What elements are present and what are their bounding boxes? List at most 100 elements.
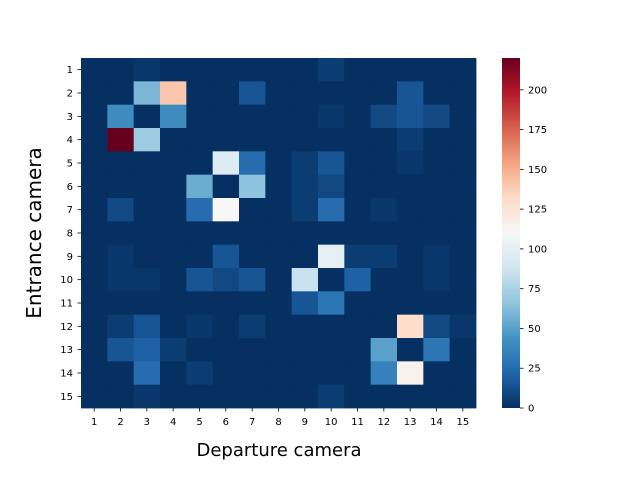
heatmap-cell — [291, 151, 319, 176]
heatmap-cell — [212, 338, 240, 362]
heatmap-cell — [291, 221, 319, 246]
heatmap-cell — [265, 58, 293, 82]
colorbar-tick-label: 50 — [528, 324, 541, 335]
heatmap-cell — [239, 81, 266, 106]
heatmap-cell — [160, 338, 187, 362]
heatmap-cell — [449, 384, 477, 409]
heatmap-cell — [81, 314, 108, 339]
heatmap-cell — [449, 268, 477, 292]
heatmap-cell — [265, 198, 293, 222]
y-tick-label: 2 — [67, 89, 73, 100]
heatmap-cell — [370, 58, 398, 82]
heatmap-cell — [370, 384, 398, 409]
heatmap-cell — [160, 81, 187, 106]
heatmap-cell — [370, 221, 398, 246]
heatmap-cell — [186, 198, 214, 222]
heatmap-cell — [265, 174, 293, 199]
heatmap-cell — [239, 128, 266, 152]
heatmap-cell — [186, 291, 214, 316]
heatmap-cell — [449, 104, 477, 129]
heatmap-cell — [133, 361, 161, 386]
heatmap-cell — [186, 338, 214, 362]
heatmap-cell — [370, 268, 398, 292]
y-tick-label: 11 — [60, 299, 73, 310]
heatmap-cell — [344, 58, 372, 82]
heatmap-cell — [133, 104, 161, 129]
heatmap-cell — [107, 361, 135, 386]
heatmap-cell — [81, 221, 108, 246]
heatmap-cell — [291, 244, 319, 269]
heatmap-cell — [160, 291, 187, 316]
heatmap-cell — [344, 151, 372, 176]
heatmap-cell — [291, 198, 319, 222]
heatmap-cell — [133, 58, 161, 82]
x-tick-label: 9 — [302, 417, 308, 428]
heatmap-cell — [318, 361, 345, 386]
x-tick-label: 14 — [430, 417, 443, 428]
x-tick-label: 10 — [325, 417, 338, 428]
x-tick-label: 4 — [170, 417, 176, 428]
heatmap-cell — [133, 151, 161, 176]
heatmap-cell — [107, 244, 135, 269]
heatmap-cell — [370, 81, 398, 106]
heatmap-cell — [212, 268, 240, 292]
colorbar-ticks: 0 25 50 75 100 125 150 175 200 — [520, 85, 547, 415]
y-tick-label: 4 — [67, 135, 73, 146]
heatmap-cell — [107, 81, 135, 106]
y-tick-label: 10 — [60, 275, 73, 286]
heatmap-cell — [133, 81, 161, 106]
heatmap-cell — [291, 291, 319, 316]
heatmap-cell — [133, 128, 161, 152]
heatmap-cell — [107, 151, 135, 176]
y-tick-label: 12 — [60, 322, 73, 333]
heatmap-cell — [423, 268, 451, 292]
y-tick-label: 9 — [67, 252, 73, 263]
heatmap-cell — [344, 81, 372, 106]
y-tick-label: 8 — [67, 229, 73, 240]
heatmap-cell — [370, 104, 398, 129]
heatmap-cell — [291, 104, 319, 129]
heatmap-cell — [423, 291, 451, 316]
x-tick-label: 11 — [351, 417, 364, 428]
heatmap-cell — [133, 291, 161, 316]
heatmap-cell — [397, 314, 424, 339]
heatmap-cell — [291, 268, 319, 292]
y-axis-label: Entrance camera — [22, 147, 46, 318]
heatmap-cell — [107, 221, 135, 246]
heatmap-cell — [160, 314, 187, 339]
heatmap-cell — [318, 58, 345, 82]
heatmap-cell — [186, 361, 214, 386]
heatmap-cell — [107, 384, 135, 409]
heatmap-cell — [160, 244, 187, 269]
heatmap-cell — [397, 81, 424, 106]
heatmap-cell — [291, 338, 319, 362]
heatmap-cell — [186, 104, 214, 129]
heatmap-cell — [107, 174, 135, 199]
x-tick-label: 7 — [249, 417, 255, 428]
heatmap-cell — [397, 174, 424, 199]
heatmap-cell — [160, 104, 187, 129]
heatmap-cell — [133, 314, 161, 339]
heatmap-cell — [344, 128, 372, 152]
heatmap-cell — [397, 244, 424, 269]
heatmap-cell — [239, 244, 266, 269]
heatmap-cell — [81, 198, 108, 222]
heatmap-cell — [318, 244, 345, 269]
x-tick-label: 15 — [456, 417, 469, 428]
heatmap-cell — [107, 291, 135, 316]
heatmap-cell — [397, 268, 424, 292]
heatmap-cell — [397, 221, 424, 246]
heatmap-cell — [186, 128, 214, 152]
heatmap-cell — [397, 198, 424, 222]
heatmap-cell — [291, 58, 319, 82]
heatmap-cell — [370, 198, 398, 222]
heatmap-cell — [81, 244, 108, 269]
heatmap-cell — [160, 384, 187, 409]
y-tick-label: 14 — [60, 369, 73, 380]
heatmap-cell — [81, 268, 108, 292]
heatmap-cell — [239, 361, 266, 386]
heatmap-cell — [423, 81, 451, 106]
heatmap-cell — [212, 81, 240, 106]
heatmap-cell — [186, 81, 214, 106]
x-tick-label: 8 — [275, 417, 281, 428]
